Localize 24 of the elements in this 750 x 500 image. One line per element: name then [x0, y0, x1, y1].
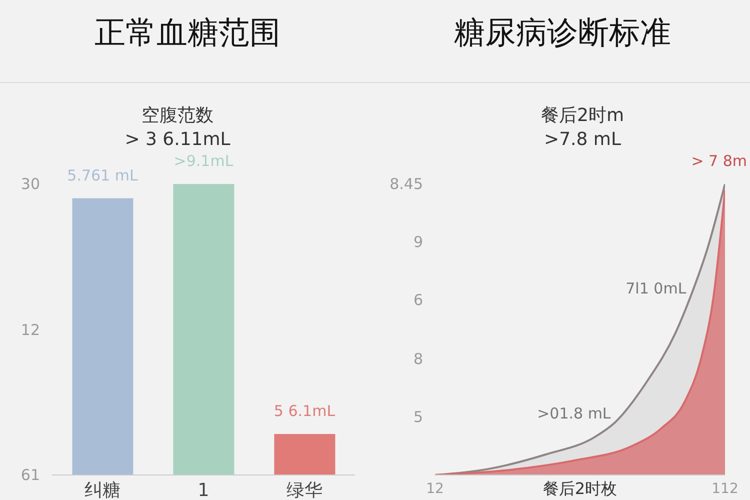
- chart-subtitle: 餐后2时m >7.8 mL: [540, 104, 625, 152]
- text: 6: [412, 290, 423, 310]
- text: 30: [20, 174, 40, 194]
- x-tick-label: 12: [426, 480, 444, 497]
- chart-title: 糖尿病诊断标准: [453, 14, 672, 53]
- text: 8: [412, 348, 423, 369]
- x-tick-label: 绿华: [286, 480, 322, 500]
- annotation: 5 6.1mL: [274, 402, 336, 420]
- chart-title: 正常血糖范围: [94, 14, 282, 53]
- x-tick-label: 1: [198, 480, 210, 500]
- text: 9: [412, 232, 423, 252]
- annotation: > 7 8m: [691, 152, 747, 170]
- annotation: 5.761 mL: [67, 166, 138, 184]
- x-axis-title: 餐后2时枚: [542, 479, 618, 498]
- x-tick-label: 112: [712, 480, 738, 497]
- text: 8.45: [388, 174, 423, 194]
- text: 5: [412, 406, 423, 427]
- annotation: >01.8 mL: [537, 404, 612, 423]
- annotation: >9.1mL: [174, 152, 234, 170]
- annotation: 7l1 0mL: [626, 279, 687, 298]
- text: 12: [20, 320, 40, 340]
- x-tick-label: 纠糖: [84, 480, 120, 500]
- text: 61: [20, 465, 40, 485]
- chart-subtitle: 空腹范数 > 3 6.11mL: [124, 104, 232, 152]
